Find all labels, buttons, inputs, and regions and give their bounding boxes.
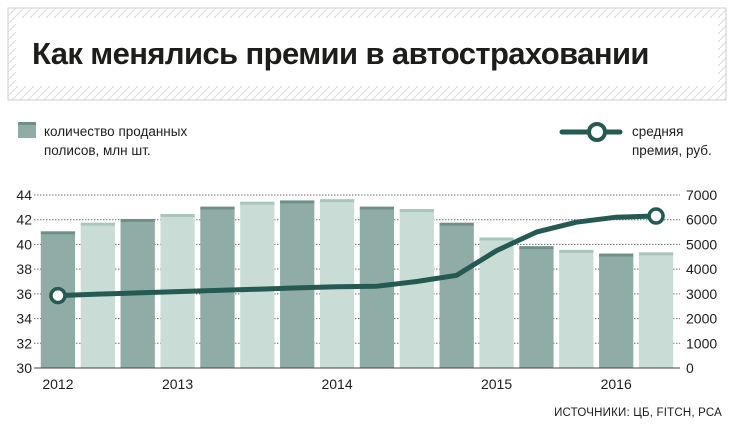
legend-bars: количество проданных полисов, млн шт.: [18, 122, 187, 158]
y-right-tick-label: 6000: [686, 212, 717, 228]
y-left-tick-label: 30: [16, 360, 32, 376]
bar: [599, 255, 634, 368]
legend-line-marker: [587, 122, 607, 142]
premium-marker-start: [49, 286, 67, 305]
bar: [638, 254, 674, 368]
y-right-tick-label: 7000: [686, 187, 717, 203]
bar-top: [638, 252, 674, 256]
legend-line: средняя премия, руб.: [559, 122, 712, 158]
bar: [479, 239, 514, 368]
bar: [519, 248, 554, 368]
y-left-tick-label: 42: [16, 212, 32, 228]
premium-line: [55, 213, 659, 299]
bar-top: [200, 206, 235, 210]
y-right-tick-label: 2000: [686, 311, 717, 327]
source-note: ИСТОЧНИКИ: ЦБ, FITCH, РСА: [554, 407, 722, 419]
bar-top: [80, 222, 115, 226]
legend-bars-line1: количество проданных: [44, 124, 187, 139]
bar-top: [240, 201, 275, 205]
title-backing: [16, 18, 718, 86]
legend-line-line1: средняя: [632, 124, 683, 139]
y-left-tick-label: 36: [16, 286, 32, 302]
y-left-tick-label: 44: [16, 187, 32, 203]
bar: [439, 224, 474, 368]
y-right-tick-label: 1000: [686, 335, 717, 351]
y-left-tick-label: 32: [16, 335, 32, 351]
legend-line-line2: премия, руб.: [632, 143, 712, 158]
x-tick-label: 2016: [601, 376, 632, 392]
bar-top: [40, 231, 76, 235]
legend-bar-swatch-top: [18, 122, 36, 125]
bar-top: [599, 253, 634, 257]
bar: [399, 211, 434, 368]
bar-top: [280, 200, 315, 204]
y-right-tick-label: 5000: [686, 236, 717, 252]
legend-bar-swatch: [18, 124, 36, 138]
bar: [559, 251, 594, 368]
x-tick-label: 2014: [321, 376, 352, 392]
bar-top: [439, 222, 474, 226]
x-tick-label: 2013: [162, 376, 193, 392]
bar-top: [160, 214, 195, 218]
bar-top: [559, 249, 594, 253]
plot-area: 30 32 34 36 38 40 42 44 0 1000 2000 3000 4000 5000 600…: [16, 187, 717, 392]
bar: [240, 203, 275, 368]
y-left-tick-label: 40: [16, 236, 32, 252]
y-right-tick-label: 4000: [686, 261, 717, 277]
premium-marker-end: [647, 207, 665, 225]
y-left-tick-label: 38: [16, 261, 32, 277]
x-tick-label: 2012: [42, 376, 73, 392]
x-tick-label: 2015: [481, 376, 512, 392]
y-left-tick-label: 34: [16, 311, 32, 327]
y-right-tick-label: 3000: [686, 286, 717, 302]
bar-top: [120, 218, 155, 222]
y-right-tick-label: 0: [686, 360, 694, 376]
bar-top: [519, 246, 554, 250]
bar-top: [319, 199, 355, 203]
chart-title: Как менялись премии в автостраховании: [32, 36, 649, 71]
bar-top: [359, 206, 395, 210]
bar-top: [399, 209, 434, 213]
bar-top: [479, 237, 514, 241]
legend-bars-line2: полисов, млн шт.: [44, 143, 151, 158]
